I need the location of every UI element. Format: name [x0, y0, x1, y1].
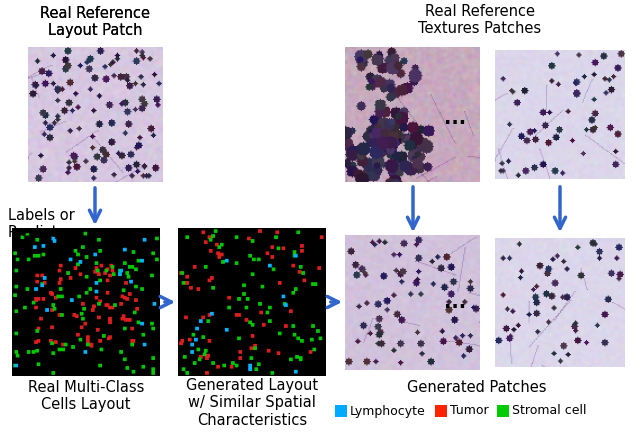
- Text: Generated Patches: Generated Patches: [407, 380, 547, 395]
- Text: ...: ...: [444, 108, 466, 128]
- Text: Real Reference
Textures Patches: Real Reference Textures Patches: [419, 4, 541, 36]
- Text: Labels or
Predict: Labels or Predict: [8, 208, 75, 240]
- Bar: [335, 405, 347, 417]
- Text: Real Multi-Class
Cells Layout: Real Multi-Class Cells Layout: [28, 380, 144, 413]
- Text: Real Reference
Layout Patch: Real Reference Layout Patch: [40, 6, 150, 38]
- Bar: [497, 405, 509, 417]
- Text: Real Reference
Layout Patch: Real Reference Layout Patch: [40, 6, 150, 38]
- Text: Tumor: Tumor: [450, 405, 488, 417]
- Text: ...: ...: [444, 294, 466, 312]
- Text: Generated Layout
w/ Similar Spatial
Characteristics: Generated Layout w/ Similar Spatial Char…: [186, 378, 318, 428]
- Text: Lymphocyte: Lymphocyte: [350, 405, 426, 417]
- Text: Stromal cell: Stromal cell: [512, 405, 586, 417]
- Bar: [435, 405, 447, 417]
